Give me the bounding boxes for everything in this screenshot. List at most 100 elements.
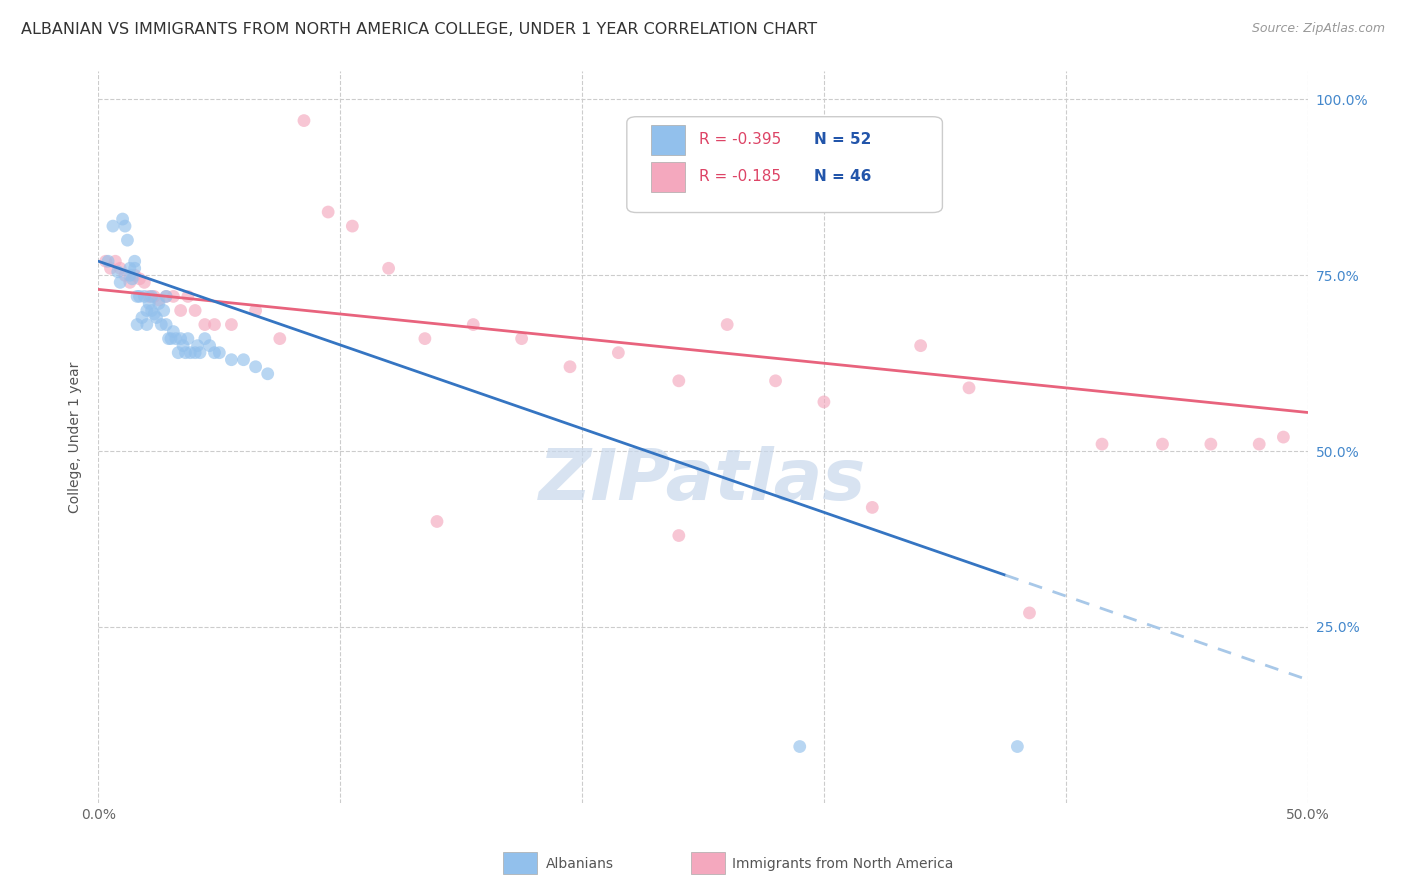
Point: [124, 268, 146, 283]
Point: [145, 310, 167, 325]
Text: N = 46: N = 46: [814, 169, 872, 185]
Point: [194, 318, 217, 332]
Point: [141, 303, 163, 318]
Point: [162, 325, 184, 339]
Point: [165, 332, 187, 346]
Point: [413, 332, 436, 346]
Point: [94, 254, 117, 268]
Point: [160, 332, 183, 346]
Point: [221, 352, 243, 367]
Point: [172, 339, 194, 353]
Point: [910, 339, 932, 353]
Point: [111, 212, 134, 227]
Point: [245, 359, 267, 374]
Point: [127, 289, 149, 303]
Point: [143, 289, 166, 303]
Text: ALBANIAN VS IMMIGRANTS FROM NORTH AMERICA COLLEGE, UNDER 1 YEAR CORRELATION CHAR: ALBANIAN VS IMMIGRANTS FROM NORTH AMERIC…: [21, 22, 817, 37]
Point: [204, 345, 226, 359]
Point: [198, 339, 221, 353]
Point: [510, 332, 533, 346]
Point: [1152, 437, 1174, 451]
Point: [292, 113, 315, 128]
Point: [316, 205, 339, 219]
Point: [558, 359, 581, 374]
Point: [104, 254, 127, 268]
Point: [135, 318, 157, 332]
Point: [118, 261, 141, 276]
Point: [118, 268, 141, 283]
Point: [342, 219, 364, 233]
Point: [177, 289, 200, 303]
Point: [157, 332, 180, 346]
Point: [668, 528, 690, 542]
Point: [1007, 739, 1029, 754]
Point: [208, 345, 231, 359]
Point: [169, 303, 191, 318]
Point: [668, 374, 690, 388]
Text: Source: ZipAtlas.com: Source: ZipAtlas.com: [1251, 22, 1385, 36]
Point: [152, 303, 174, 318]
Point: [134, 276, 156, 290]
Point: [1199, 437, 1222, 451]
FancyBboxPatch shape: [651, 125, 685, 154]
Point: [245, 303, 267, 318]
Point: [101, 219, 124, 233]
Point: [716, 318, 738, 332]
Text: N = 52: N = 52: [814, 132, 872, 147]
Text: ZIPatlas: ZIPatlas: [540, 447, 866, 516]
Point: [128, 289, 150, 303]
Point: [167, 345, 190, 359]
Point: [789, 739, 811, 754]
Point: [204, 318, 226, 332]
Point: [108, 261, 131, 276]
Point: [155, 289, 177, 303]
Point: [107, 265, 129, 279]
Point: [957, 381, 980, 395]
Point: [138, 296, 160, 310]
FancyBboxPatch shape: [690, 852, 724, 874]
Point: [124, 261, 146, 276]
Point: [1272, 430, 1295, 444]
Point: [117, 233, 139, 247]
Point: [108, 276, 131, 290]
Point: [179, 345, 201, 359]
Point: [463, 318, 485, 332]
Point: [97, 254, 120, 268]
FancyBboxPatch shape: [503, 852, 537, 874]
Point: [813, 395, 835, 409]
Point: [1018, 606, 1040, 620]
Point: [114, 219, 136, 233]
Point: [177, 332, 200, 346]
Point: [232, 352, 254, 367]
Point: [377, 261, 399, 276]
Point: [138, 289, 160, 303]
Point: [100, 261, 122, 276]
Point: [162, 289, 184, 303]
Point: [188, 345, 211, 359]
Point: [141, 289, 163, 303]
Point: [131, 310, 153, 325]
Text: Immigrants from North America: Immigrants from North America: [733, 856, 953, 871]
Point: [128, 272, 150, 286]
Point: [269, 332, 291, 346]
Point: [1249, 437, 1271, 451]
Point: [187, 339, 209, 353]
Point: [184, 345, 207, 359]
Point: [221, 318, 243, 332]
Point: [155, 289, 177, 303]
Point: [426, 515, 449, 529]
Point: [148, 296, 170, 310]
Point: [121, 272, 143, 286]
Text: R = -0.395: R = -0.395: [699, 132, 782, 147]
Point: [155, 318, 177, 332]
Point: [765, 374, 787, 388]
Point: [127, 318, 149, 332]
FancyBboxPatch shape: [651, 162, 685, 192]
Point: [256, 367, 278, 381]
Point: [194, 332, 217, 346]
Point: [184, 303, 207, 318]
Point: [169, 332, 191, 346]
Text: R = -0.185: R = -0.185: [699, 169, 782, 185]
Point: [148, 293, 170, 307]
Text: Albanians: Albanians: [546, 856, 614, 871]
